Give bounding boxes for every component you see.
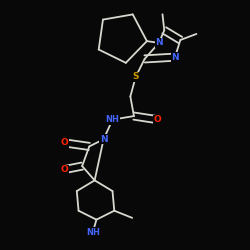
Text: O: O	[153, 115, 161, 124]
Text: N: N	[100, 135, 108, 144]
Text: NH: NH	[106, 115, 120, 124]
Text: O: O	[60, 138, 68, 147]
Text: O: O	[60, 165, 68, 174]
Text: N: N	[171, 53, 179, 62]
Text: N: N	[155, 38, 163, 47]
Text: NH: NH	[86, 228, 100, 237]
Text: S: S	[132, 72, 139, 81]
